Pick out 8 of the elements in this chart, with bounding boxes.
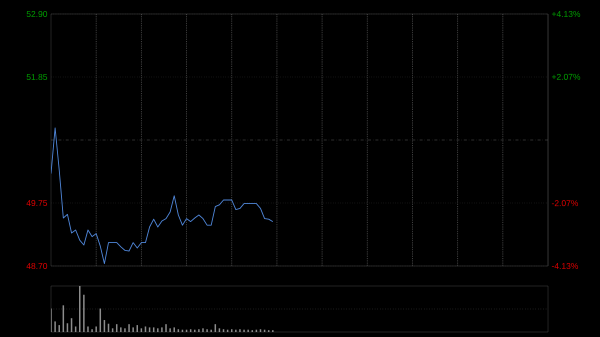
y-tick-label: 49.75 bbox=[26, 200, 48, 206]
y2-tick-label: +2.07% bbox=[552, 74, 580, 80]
y-tick-label: 51.85 bbox=[26, 74, 48, 80]
y-tick-label: 52.90 bbox=[26, 11, 48, 17]
y2-tick-label: -4.13% bbox=[552, 263, 578, 269]
y2-tick-label: -2.07% bbox=[552, 200, 578, 206]
y-tick-label: 48.70 bbox=[26, 263, 48, 269]
y2-tick-label: +4.13% bbox=[552, 11, 580, 17]
